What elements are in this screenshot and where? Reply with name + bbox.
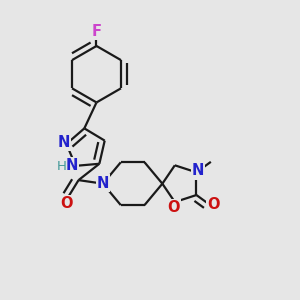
Text: O: O <box>60 196 73 211</box>
Text: F: F <box>92 24 101 39</box>
Text: O: O <box>167 200 180 215</box>
Text: N: N <box>97 176 109 190</box>
Text: O: O <box>207 196 220 211</box>
Text: N: N <box>58 135 70 150</box>
Text: N: N <box>192 163 204 178</box>
Text: N: N <box>66 158 78 173</box>
Text: H: H <box>56 160 66 173</box>
